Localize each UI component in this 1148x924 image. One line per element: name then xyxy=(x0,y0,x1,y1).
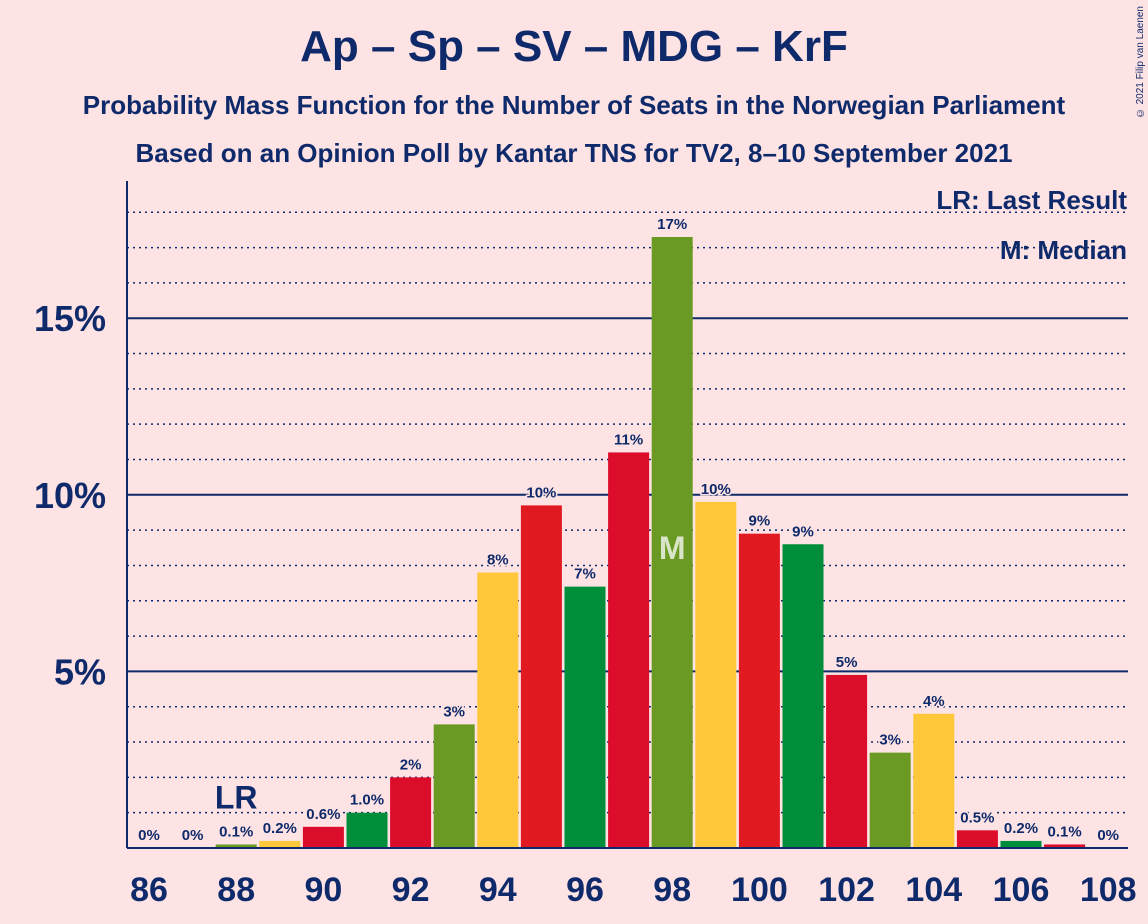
bar-seat-105 xyxy=(956,830,998,848)
x-tick-label: 104 xyxy=(905,871,962,909)
bar-label-seat-107: 0.1% xyxy=(1047,823,1081,840)
y-tick-label: 15% xyxy=(34,298,106,339)
legend-median: M: Median xyxy=(1000,235,1127,265)
bar-label-seat-95: 10% xyxy=(526,484,556,501)
bar-label-seat-98: 17% xyxy=(657,216,687,233)
bar-seat-93 xyxy=(433,724,475,848)
bar-label-seat-92: 2% xyxy=(400,756,422,773)
bar-label-seat-97: 11% xyxy=(614,431,643,448)
bar-seat-95 xyxy=(520,505,562,848)
bar-seat-88 xyxy=(215,844,257,848)
x-tick-label: 96 xyxy=(566,871,604,909)
x-tick-label: 106 xyxy=(993,871,1050,909)
bar-seat-94 xyxy=(477,572,519,848)
bar-value-labels: 0% 0% 0.1% 0.2% 0.6% 1.0% 2% 3% 8% 10% 7% 11% 17% 10%… xyxy=(137,214,1121,845)
chart-source: Based on an Opinion Poll by Kantar TNS f… xyxy=(135,138,1013,168)
bar-label-seat-90: 0.6% xyxy=(306,806,340,823)
x-tick-label: 108 xyxy=(1080,871,1137,909)
bar-label-seat-93: 3% xyxy=(443,703,465,720)
x-tick-label: 88 xyxy=(217,871,255,909)
bar-label-seat-108: 0% xyxy=(1097,827,1119,844)
bar-seat-98 xyxy=(651,236,693,848)
legend-last-result: LR: Last Result xyxy=(936,185,1127,215)
bar-label-seat-87: 0% xyxy=(182,827,204,844)
chart-subtitle: Probability Mass Function for the Number… xyxy=(82,90,1066,120)
chart-title: Ap – Sp – SV – MDG – KrF xyxy=(300,22,848,71)
bar-label-seat-88: 0.1% xyxy=(219,823,253,840)
bar-seat-89 xyxy=(259,840,301,848)
y-tick-label: 5% xyxy=(54,651,106,692)
x-tick-label: 102 xyxy=(818,871,875,909)
bar-seat-90 xyxy=(302,826,344,848)
bar-label-seat-100: 9% xyxy=(749,513,771,530)
bar-label-seat-96: 7% xyxy=(574,566,596,583)
bar-seat-101 xyxy=(782,544,824,848)
x-tick-label: 92 xyxy=(392,871,430,909)
bar-label-seat-89: 0.2% xyxy=(263,820,297,837)
bar-label-seat-102: 5% xyxy=(836,654,858,671)
grid-lines xyxy=(127,211,1128,814)
bar-seat-104 xyxy=(913,713,955,848)
bar-seat-107 xyxy=(1044,844,1086,848)
bar-seat-106 xyxy=(1000,840,1042,848)
bar-seat-91 xyxy=(346,812,388,848)
bars xyxy=(215,236,1086,848)
bar-seat-100 xyxy=(738,533,780,848)
x-tick-label: 90 xyxy=(304,871,342,909)
markers: LR M xyxy=(215,530,686,815)
bar-seat-102 xyxy=(826,674,868,848)
bar-seat-92 xyxy=(390,777,432,848)
bar-label-seat-101: 9% xyxy=(792,523,814,540)
x-tick-label: 100 xyxy=(731,871,788,909)
bar-label-seat-99: 10% xyxy=(701,481,731,498)
bar-label-seat-106: 0.2% xyxy=(1004,820,1038,837)
bar-label-seat-103: 3% xyxy=(879,732,901,749)
x-tick-label: 98 xyxy=(653,871,691,909)
bar-seat-103 xyxy=(869,752,911,848)
bar-seat-96 xyxy=(564,586,606,848)
bar-label-seat-86: 0% xyxy=(138,827,160,844)
x-axis-ticks: 86 88 90 92 94 96 98 100 102 104 106 108 xyxy=(130,871,1136,909)
bar-label-seat-104: 4% xyxy=(923,693,945,710)
y-tick-label: 10% xyxy=(34,475,106,516)
bar-label-seat-105: 0.5% xyxy=(960,809,994,826)
x-tick-label: 94 xyxy=(479,871,517,909)
bar-seat-97 xyxy=(608,452,650,848)
bar-label-seat-91: 1.0% xyxy=(350,792,384,809)
bar-label-seat-94: 8% xyxy=(487,552,509,569)
last-result-marker: LR xyxy=(215,779,258,815)
median-marker: M xyxy=(659,530,686,566)
y-axis-ticks: 5% 10% 15% xyxy=(34,298,106,692)
x-tick-label: 86 xyxy=(130,871,168,909)
bar-seat-99 xyxy=(695,501,737,848)
